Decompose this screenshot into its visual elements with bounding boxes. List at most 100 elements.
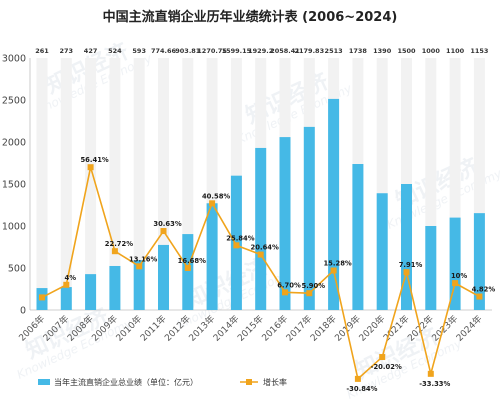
bar-background	[376, 58, 388, 310]
bar-value-label: 1270.75	[197, 47, 227, 55]
growth-rate-label: 13.16%	[129, 255, 157, 263]
bar	[352, 164, 364, 310]
bar-value-label: 1000	[422, 47, 441, 55]
bar-background	[182, 58, 194, 310]
bar	[303, 126, 315, 310]
growth-point	[476, 293, 483, 300]
bar	[133, 260, 145, 310]
bar-background	[60, 58, 72, 310]
growth-rate-label: 6.70%	[277, 281, 301, 289]
y-tick-label: 0	[20, 306, 26, 317]
bar-value-label: 524	[108, 47, 122, 55]
x-tick-label: 2020年	[356, 313, 387, 344]
growth-point	[209, 200, 216, 207]
growth-point	[184, 265, 191, 271]
growth-rate-label: 25.84%	[226, 234, 254, 242]
x-tick-label: 2016年	[259, 313, 290, 344]
bar-value-label: 2513	[325, 47, 343, 55]
bar	[473, 213, 485, 310]
growth-rate-label: 30.63%	[153, 220, 181, 228]
y-axis-ticks: 0 500 1000 1500 2000 2500 3000	[2, 54, 26, 317]
growth-rate-label: 22.72%	[105, 240, 133, 248]
bar-value-label: 774.66	[151, 47, 177, 55]
growth-rate-label: 4.82%	[472, 286, 496, 294]
bar-value-label: 1500	[397, 47, 416, 55]
growth-point	[111, 248, 118, 255]
bar-value-label: 2058.41	[270, 47, 300, 55]
bar	[279, 137, 291, 310]
growth-rate-label: 15.28%	[323, 260, 351, 268]
growth-point	[39, 294, 45, 301]
chart-title: 中国主流直销企业历年业绩统计表 (2006~2024)	[103, 9, 398, 25]
growth-point	[63, 281, 70, 288]
bar-background	[85, 58, 97, 310]
growth-point	[257, 251, 264, 258]
growth-point	[160, 228, 167, 235]
y-tick-label: 2500	[2, 96, 26, 107]
growth-rate-label: 40.58%	[202, 192, 230, 200]
y-tick-label: 1000	[2, 222, 26, 233]
legend-line-label: 增长率	[263, 377, 287, 387]
growth-point	[282, 289, 288, 296]
bar-background	[109, 58, 121, 310]
growth-rate-label: -20.02%	[371, 363, 402, 371]
bar-background	[425, 58, 437, 310]
bar-value-label: 903.81	[175, 47, 201, 55]
bar-series	[36, 98, 485, 311]
growth-point	[330, 267, 337, 274]
bar-value-label: 1599.15	[222, 47, 252, 55]
bar-value-label: 261	[35, 47, 49, 55]
x-tick-label: 2015年	[235, 313, 266, 344]
growth-point	[136, 263, 143, 270]
x-tick-label: 2017年	[283, 313, 314, 344]
bar-value-label: 1929.2	[248, 47, 273, 55]
legend: 当年主流直销企业总业绩（单位：亿元） 增长率	[38, 377, 287, 387]
growth-rate-label: 16.68%	[178, 257, 206, 265]
x-tick-label: 2014年	[210, 313, 241, 344]
bar	[401, 184, 412, 310]
x-tick-label: 2018年	[308, 313, 339, 344]
growth-rate-label: 7.91%	[399, 261, 423, 269]
legend-line-marker	[246, 379, 252, 385]
bar	[60, 287, 72, 310]
growth-point	[233, 242, 240, 249]
x-tick-label: 2024年	[453, 313, 484, 344]
growth-rate-label: -30.84%	[346, 385, 377, 393]
growth-rate-label: 10%	[451, 272, 467, 280]
growth-point	[306, 290, 313, 297]
bar-background	[133, 58, 145, 310]
bar-value-label: 273	[60, 47, 74, 55]
bar-background	[473, 58, 485, 310]
bar	[376, 193, 388, 310]
bar-value-label: 1390	[373, 47, 392, 55]
growth-point	[452, 280, 459, 287]
bar	[182, 234, 194, 310]
growth-point	[354, 375, 361, 382]
bar	[85, 274, 97, 310]
bar	[206, 203, 218, 310]
x-tick-label: 2019年	[332, 313, 363, 344]
growth-rate-label: 56.41%	[80, 156, 108, 164]
legend-bar-swatch	[38, 379, 50, 385]
y-tick-label: 3000	[2, 54, 26, 65]
growth-rate-label: 5.90%	[302, 282, 326, 290]
growth-point	[87, 164, 94, 171]
y-tick-label: 500	[8, 264, 26, 275]
bar	[255, 147, 267, 310]
bar-value-label: 593	[132, 47, 146, 55]
bar	[109, 265, 121, 310]
bar-background	[449, 58, 461, 310]
y-tick-label: 1500	[2, 180, 26, 191]
growth-rate-label: -33.33%	[419, 380, 450, 388]
x-tick-label: 2011年	[138, 313, 169, 344]
growth-point	[427, 370, 434, 377]
growth-line-series: 4% 56.41% 22.72% 13.16% 30.63% 16.68% 40.58% 25…	[39, 156, 495, 393]
growth-point	[379, 354, 386, 361]
growth-rate-label: 20.64%	[251, 244, 279, 252]
bar-value-label: 1738	[349, 47, 368, 55]
growth-rate-label: 4%	[65, 274, 77, 282]
y-tick-label: 2000	[2, 138, 26, 149]
bar-value-label: 1100	[446, 47, 465, 55]
bar-value-label: 2179.83	[294, 47, 324, 55]
